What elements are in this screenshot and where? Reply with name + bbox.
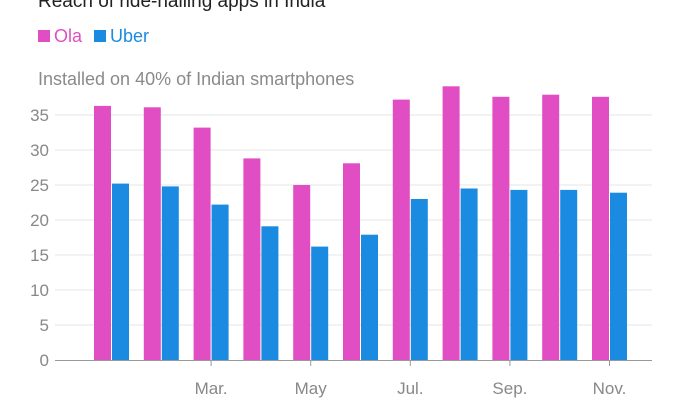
- x-axis-ticks: Mar. May Jul. Sep. Nov.: [195, 360, 627, 398]
- x-tick-label: Jul.: [397, 379, 423, 398]
- bar-ola-10: [592, 96, 609, 361]
- bar-uber-7: [460, 188, 478, 360]
- bar-ola-7: [442, 86, 460, 361]
- legend-item-uber: Uber: [94, 26, 149, 47]
- bar-uber-4: [311, 246, 329, 360]
- bar-ola-0: [94, 105, 111, 361]
- y-tick-label: 10: [30, 281, 49, 300]
- x-tick-label: Sep.: [492, 379, 527, 398]
- bar-ola-9: [542, 94, 560, 360]
- bar-uber-5: [361, 234, 378, 360]
- bars: [94, 86, 627, 361]
- x-tick-label: Nov.: [593, 379, 627, 398]
- y-tick-label: 15: [30, 246, 49, 265]
- y-tick-label: 25: [30, 176, 49, 195]
- legend: Ola Uber: [38, 25, 161, 47]
- y-axis-ticks: 0 5 10 15 20 25 30 35: [30, 106, 49, 370]
- x-tick-label: Mar.: [195, 379, 228, 398]
- legend-swatch-uber: [94, 30, 107, 42]
- legend-swatch-ola: [38, 30, 50, 42]
- bar-uber-3: [261, 226, 279, 360]
- x-tick-label: May: [295, 379, 328, 398]
- bar-uber-10: [610, 192, 627, 360]
- bar-uber-2: [211, 204, 229, 360]
- y-tick-label: 20: [30, 211, 49, 230]
- bar-ola-3: [243, 158, 261, 360]
- bar-uber-8: [510, 189, 528, 360]
- chart-annotation: Installed on 40% of Indian smartphones: [38, 69, 354, 89]
- bar-ola-6: [392, 99, 410, 360]
- bar-ola-4: [293, 185, 311, 360]
- bar-ola-2: [193, 127, 211, 360]
- chart-title: Reach of ride-hailing apps in India: [38, 0, 326, 12]
- y-tick-label: 35: [30, 106, 49, 125]
- bar-uber-0: [112, 183, 129, 360]
- y-tick-label: 30: [30, 141, 49, 160]
- y-tick-label: 5: [40, 316, 49, 335]
- bar-uber-9: [560, 189, 578, 360]
- bar-uber-1: [161, 186, 179, 360]
- bar-ola-5: [343, 163, 360, 360]
- bar-ola-1: [143, 107, 161, 360]
- bar-ola-8: [492, 96, 510, 361]
- legend-label-uber: Uber: [110, 25, 150, 46]
- bar-uber-6: [410, 199, 428, 360]
- legend-label-ola: Ola: [54, 25, 83, 46]
- y-tick-label: 0: [40, 351, 49, 370]
- legend-item-ola: Ola: [38, 26, 82, 47]
